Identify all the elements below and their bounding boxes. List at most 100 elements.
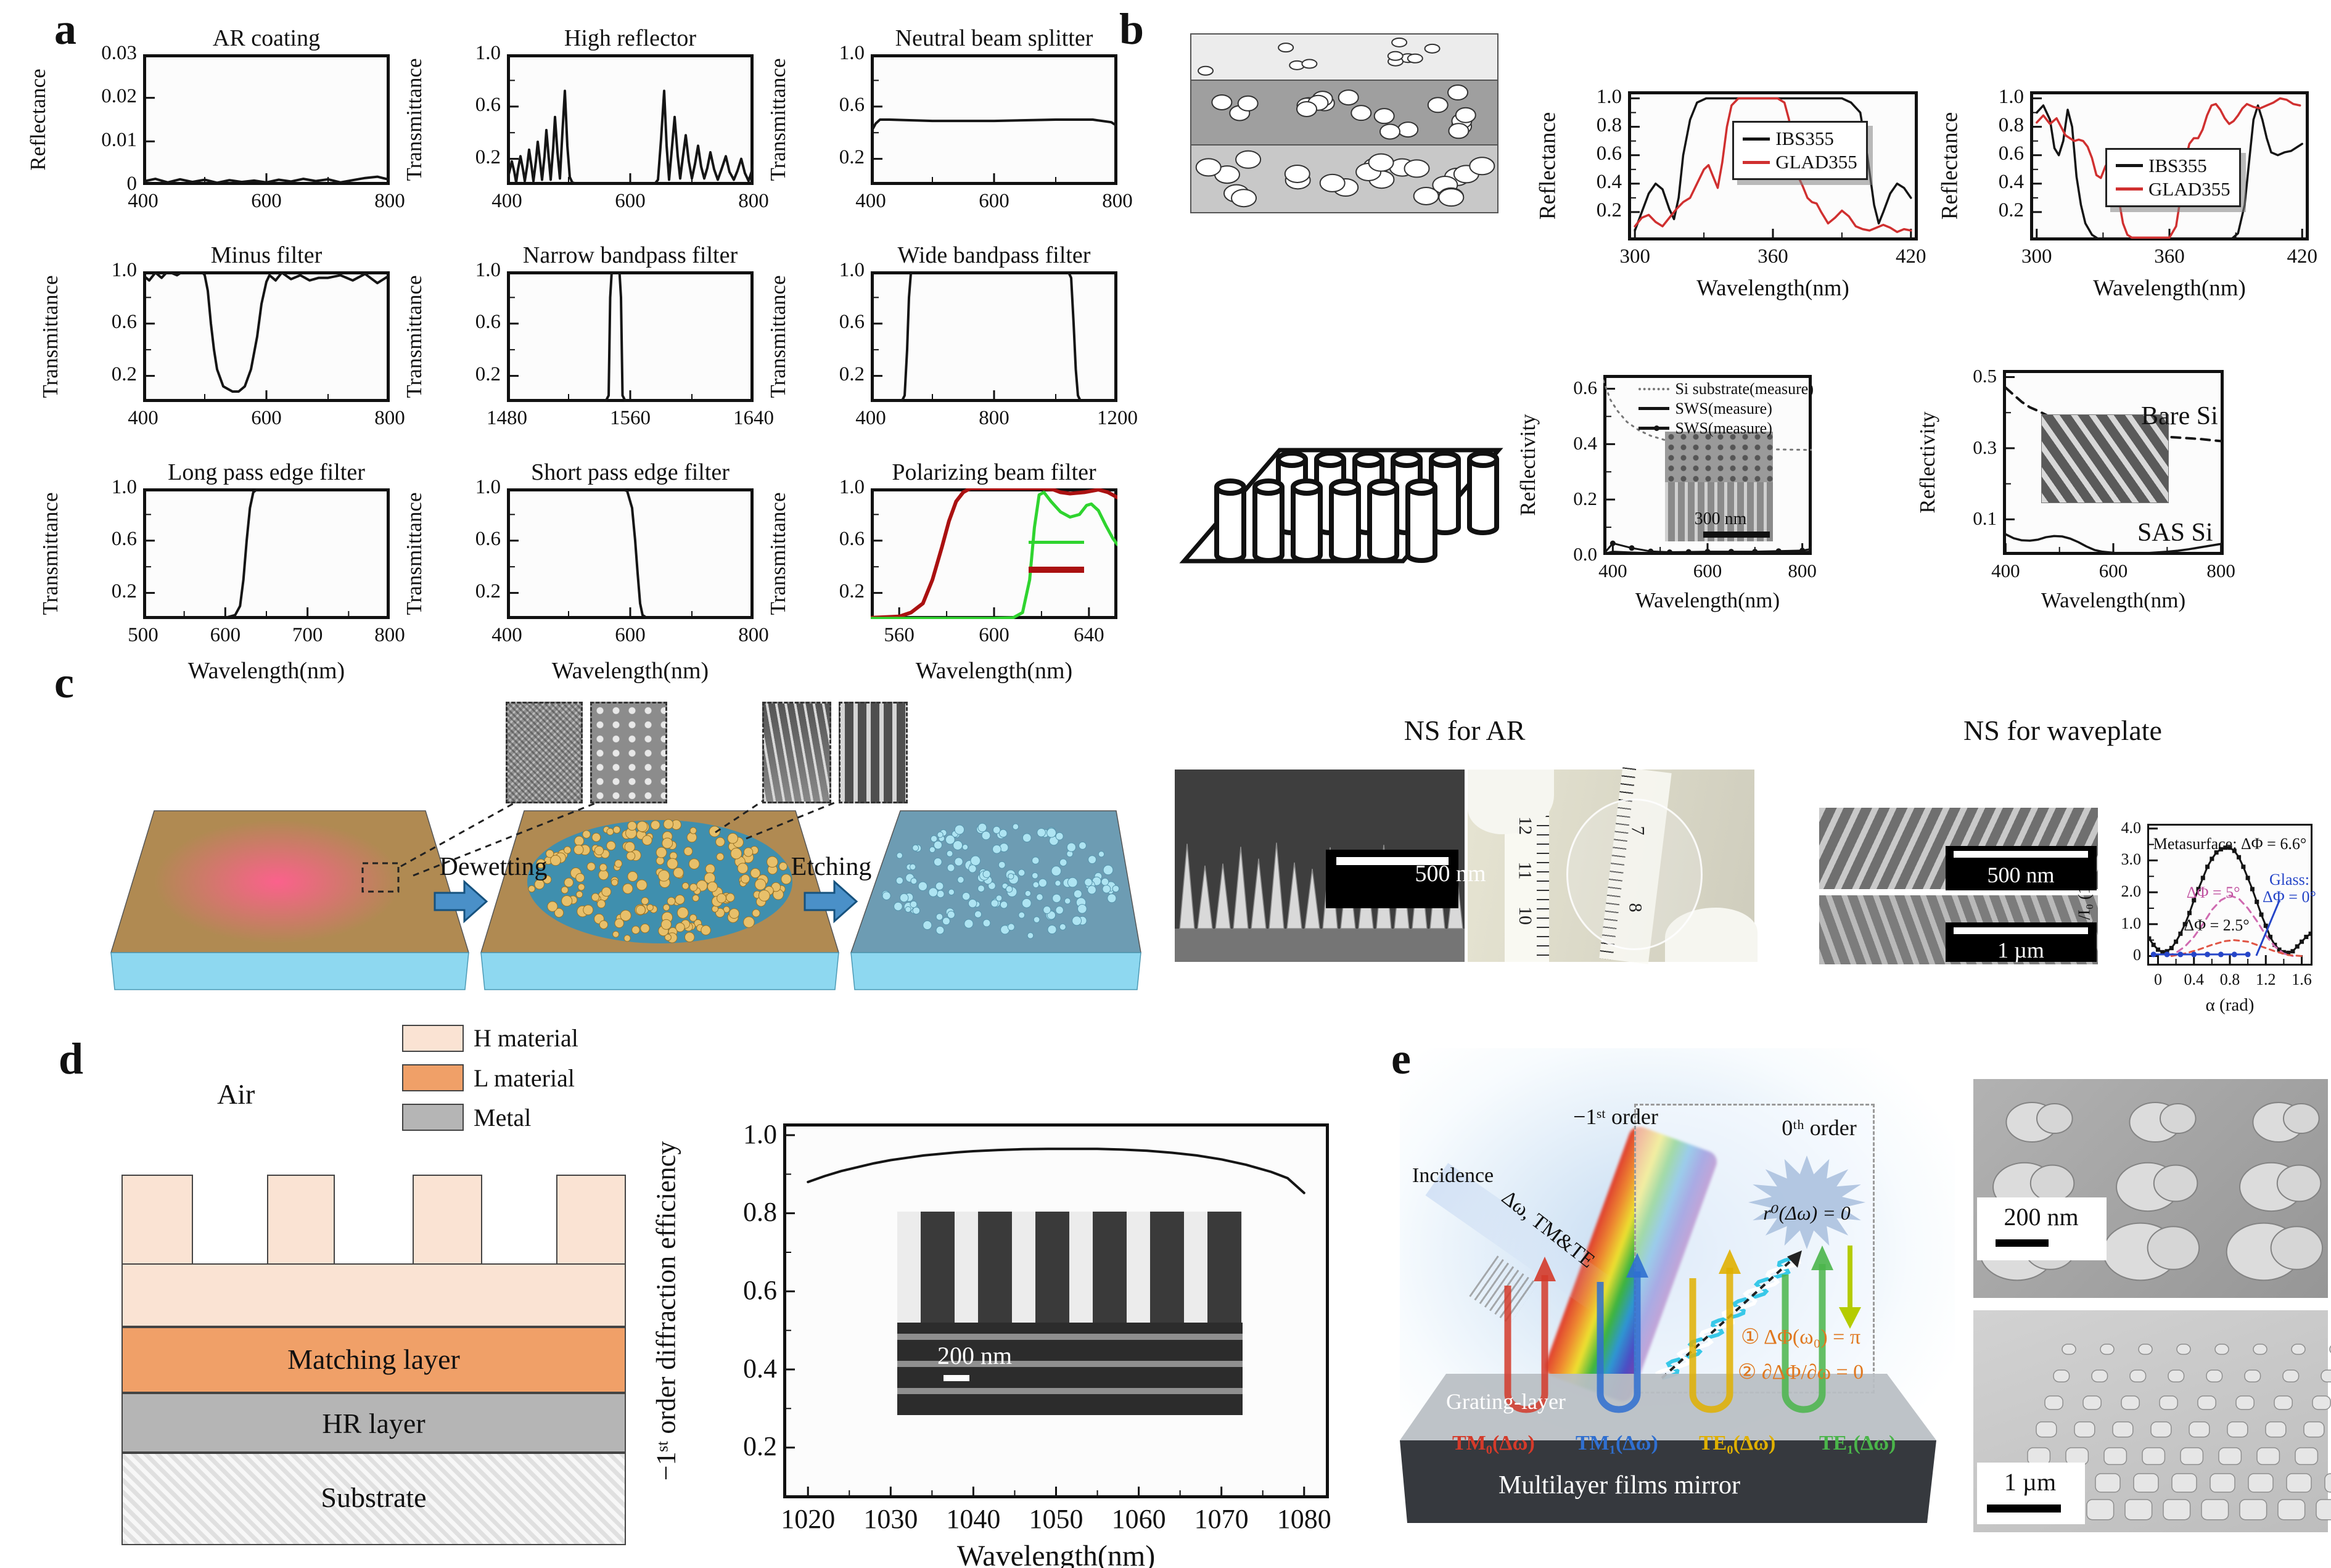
y-tick-label: 0.1 [1973, 507, 1997, 530]
h-material-slab [121, 1263, 626, 1327]
legend-swatch [1029, 567, 1084, 573]
y-tick-label: 0.4 [1573, 432, 1597, 454]
pillar-array [2010, 1344, 2331, 1521]
zeroth-order-box [1634, 1104, 1875, 1394]
sem-multilayer [897, 1323, 1243, 1415]
x-tick-label: 560 [884, 624, 915, 646]
substrate-layer [121, 1453, 626, 1545]
x-axis-label: Wavelength(nm) [551, 658, 709, 684]
x-tick-label: 700 [292, 624, 323, 646]
matching-layer-label: Matching layer [287, 1344, 460, 1375]
x-tick-label: 1080 [1276, 1504, 1331, 1534]
x-tick-label: 1480 [487, 407, 527, 429]
x-axis-label: Wavelength(nm) [2041, 588, 2186, 612]
y-tick-label: 1.0 [475, 258, 501, 281]
ns-for-waveplate-title: NS for waveplate [1963, 715, 2162, 746]
process-sem-inset-3 [762, 702, 831, 803]
legend-entry: SWS(measure) [1638, 400, 1814, 418]
x-tick-label: 800 [1788, 560, 1817, 581]
x-tick-label: 600 [210, 624, 241, 646]
chart-annotation: SAS Si [2137, 519, 2213, 547]
y-tick-label: 0.2 [1573, 487, 1597, 509]
panel-a-chart-6 [871, 271, 1117, 402]
x-axis-label: Wavelength(nm) [915, 658, 1073, 684]
y-tick-label: 0.6 [743, 1275, 777, 1306]
x-tick-label: 1200 [1097, 407, 1138, 429]
chart-title: AR coating [212, 25, 321, 51]
panel-label-c: c [54, 658, 74, 707]
process-sem-inset-2 [590, 702, 667, 803]
legend-entry: IBS355 [2116, 155, 2230, 177]
chart-title: Minus filter [210, 242, 323, 268]
chart-title: Long pass edge filter [168, 459, 365, 485]
panel-label-e: e [1391, 1034, 1411, 1083]
y-tick-label: 0.02 [101, 85, 137, 108]
x-tick-label: 600 [615, 190, 646, 212]
y-tick-label: 0.6 [839, 94, 865, 117]
y-axis-label: Transmittance [766, 275, 790, 398]
y-tick-label: 0.03 [101, 41, 137, 64]
sas-sem-inset [2041, 414, 2169, 503]
y-tick-label: 1.0 [2121, 914, 2142, 932]
minus-first-order-label: −1ˢᵗ order [1573, 1104, 1658, 1129]
x-tick-label: 1.2 [2256, 971, 2276, 988]
scale-label: 200 nm [937, 1342, 1013, 1369]
y-tick-label: 0.6 [1596, 142, 1622, 165]
y-tick-label: 0.2 [475, 580, 501, 603]
y-tick-label: 0.6 [839, 311, 865, 334]
panel-label-a: a [54, 4, 76, 54]
zeroth-order-label: 0ᵗʰ order [1782, 1115, 1857, 1140]
matching-layer [121, 1327, 626, 1393]
incidence-label: Incidence [1412, 1164, 1494, 1187]
legend-label: GLAD355 [2148, 178, 2230, 200]
x-tick-label: 1070 [1194, 1504, 1249, 1534]
legend-swatch [2116, 187, 2144, 191]
y-axis-label: −1ˢᵗ order diffraction efficiency [651, 1141, 681, 1481]
legend-label: SWS(measure) [1675, 419, 1772, 437]
legend-entry: GLAD355 [2116, 178, 2230, 200]
ruler-number: 7 [1627, 826, 1648, 835]
y-axis-label: Transmittance [766, 58, 790, 181]
y-tick-label: 0.6 [111, 528, 137, 551]
legend-marker [1654, 425, 1660, 432]
grating-layer-label: Grating-layer [1446, 1389, 1566, 1414]
y-tick-label: 0.2 [1596, 199, 1622, 222]
panel-label-d: d [59, 1034, 84, 1083]
ruler-number: 8 [1625, 903, 1646, 913]
ruler-number: 12 [1515, 816, 1536, 835]
y-tick-label: 1.0 [839, 41, 865, 64]
x-tick-label: 600 [2099, 560, 2128, 581]
y-axis-label: Reflectance [1937, 112, 1963, 220]
x-tick-label: 800 [738, 624, 769, 646]
x-tick-label: 800 [374, 190, 405, 212]
y-tick-label: 0.6 [475, 311, 501, 334]
y-tick-label: 0.0 [1573, 543, 1597, 565]
te1-label: TE₁(Δω) [1819, 1432, 1896, 1455]
y-tick-label: 0.4 [743, 1353, 777, 1384]
chart-annotation: Bare Si [2140, 402, 2218, 430]
scale-label: 200 nm [2004, 1203, 2079, 1231]
legend-label: IBS355 [1775, 128, 1834, 150]
y-tick-label: 0.2 [839, 363, 865, 386]
legend-swatch [1743, 137, 1770, 141]
nanorod-array-diagram [1179, 448, 1503, 564]
scale-label: 300 nm [1694, 509, 1747, 528]
chart-title: Narrow bandpass filter [522, 242, 738, 268]
chart-legend: IBS355 GLAD355 [2105, 147, 2241, 207]
y-axis-label: Reflectivity [1915, 411, 1939, 514]
x-tick-label: 800 [1102, 190, 1133, 212]
y-tick-label: 0.8 [743, 1197, 777, 1228]
legend-swatch [402, 1025, 464, 1052]
y-tick-label: 0.2 [839, 580, 865, 603]
panel-a-chart-3 [871, 54, 1117, 185]
chart-title: High reflector [564, 25, 697, 51]
y-axis-label: Transmittance [38, 492, 62, 615]
ns-ar-sem-image [1175, 770, 1465, 962]
panel-a-chart-5 [507, 271, 754, 402]
x-tick-label: 400 [855, 407, 886, 429]
y-tick-label: 0.2 [475, 146, 501, 169]
x-tick-label: 600 [979, 190, 1009, 212]
h-material-label: H material [474, 1024, 578, 1052]
legend-entry: Si substrate(measure) [1638, 380, 1814, 398]
legend-swatch [1638, 407, 1670, 411]
